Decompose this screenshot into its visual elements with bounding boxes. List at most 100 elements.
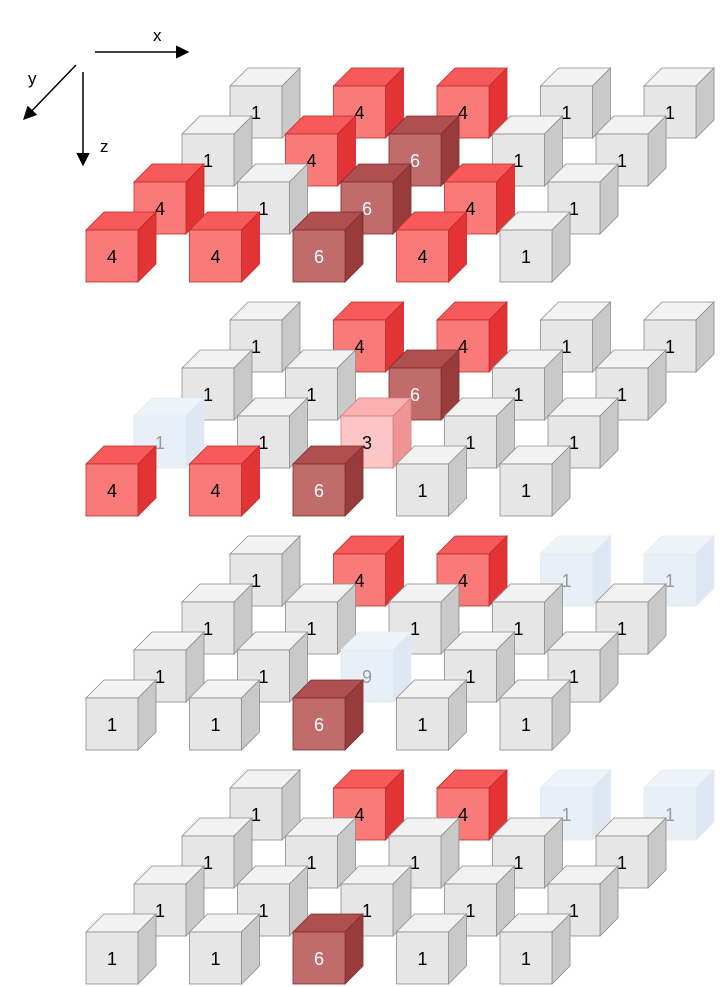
cube-label: 4 [306, 151, 316, 171]
layer-2: 1 4 4 1 11 1 6 1 11 1 3 1 14 4 6 1 1 [85, 301, 715, 517]
cube-label: 3 [362, 433, 372, 453]
cube-label: 1 [521, 481, 531, 501]
cube-label: 1 [665, 805, 675, 825]
y-axis-arrow [23, 64, 77, 120]
cube-red: 4 [133, 163, 205, 235]
cube-label: 1 [203, 619, 213, 639]
cube-front-face [499, 931, 553, 985]
cube-front-face [237, 649, 290, 703]
cube-gray: 1 [491, 115, 564, 187]
cube-label: 1 [203, 853, 213, 873]
cube-label: 1 [521, 247, 531, 267]
cube-label: 1 [251, 805, 261, 825]
cube-red: 4 [436, 769, 508, 841]
cube-front-face [229, 787, 283, 841]
cube-label: 4 [107, 247, 117, 267]
cube-gray: 1 [229, 769, 301, 841]
cube-label: 1 [251, 337, 261, 357]
cube-gray: 1 [236, 397, 309, 469]
layer-4: 1 4 4 1 11 1 1 1 11 1 1 1 11 1 6 1 1 [85, 769, 715, 985]
cube-label: 9 [362, 667, 372, 687]
cube-red: 4 [85, 445, 157, 517]
cube-label: 1 [569, 199, 579, 219]
cube-label: 1 [665, 571, 675, 591]
cube-gray: 1 [229, 301, 301, 373]
cube-layers: 1 4 4 1 11 4 6 1 14 1 6 4 14 4 6 4 11 4 4 1 11 1 6 1 11 1 3 1 14 4 6 1 1… [85, 67, 715, 985]
cube-label: 1 [617, 151, 627, 171]
cube-label: 4 [354, 805, 364, 825]
cube-front-face [499, 463, 553, 517]
cube-label: 1 [617, 619, 627, 639]
cube-gray: 1 [499, 679, 571, 751]
cube-label: 1 [569, 433, 579, 453]
cube-label: 1 [617, 385, 627, 405]
cube-gray: 1 [181, 583, 253, 655]
cube-row: 1 1 1 1 1 [133, 865, 619, 937]
cube-gray: 1 [499, 211, 571, 283]
cube-front-face [396, 463, 449, 517]
cube-label: 1 [561, 337, 571, 357]
cube-dark: 6 [292, 679, 364, 751]
cube-gray: 1 [395, 913, 468, 985]
cube-label: 6 [314, 715, 324, 735]
cube-label: 4 [107, 481, 117, 501]
cube-red: 4 [188, 445, 261, 517]
cube-gray: 1 [229, 535, 301, 607]
cube-label: 1 [258, 199, 268, 219]
cube-label: 4 [458, 571, 468, 591]
cube-label: 1 [665, 337, 675, 357]
cube-gray: 1 [85, 913, 157, 985]
cube-label: 1 [569, 667, 579, 687]
cube-label: 1 [410, 619, 420, 639]
cube-front-face [396, 931, 449, 985]
cube-label: 1 [107, 715, 117, 735]
cube-gray: 1 [595, 349, 667, 421]
cube-label: 1 [362, 901, 372, 921]
cube-label: 1 [251, 103, 261, 123]
cube-label: 1 [258, 667, 268, 687]
cube-gray: 1 [85, 679, 157, 751]
cube-front-face [396, 229, 449, 283]
cube-label: 6 [314, 949, 324, 969]
cube-row: 1 4 6 1 1 [181, 115, 667, 187]
cube-label: 1 [107, 949, 117, 969]
cube-row: 1 1 9 1 1 [133, 631, 619, 703]
cube-label: 4 [210, 481, 220, 501]
cube-front-face [499, 697, 553, 751]
cube-label: 1 [465, 433, 475, 453]
cube-gray: 1 [229, 67, 301, 139]
y-axis-label: y [28, 69, 37, 88]
cube-gray: 1 [188, 913, 261, 985]
layer-3: 1 4 4 1 11 1 1 1 11 1 9 1 11 1 6 1 1 [85, 535, 715, 751]
cube-red: 4 [436, 67, 508, 139]
cube-gray: 1 [395, 445, 468, 517]
cube-label: 4 [458, 103, 468, 123]
cube-label: 6 [314, 481, 324, 501]
cube-red: 4 [395, 211, 468, 283]
z-axis-label: z [100, 137, 109, 156]
cube-label: 1 [251, 571, 261, 591]
cube-label: 1 [521, 949, 531, 969]
cube-label: 1 [521, 715, 531, 735]
cube-label: 1 [306, 853, 316, 873]
cube-label: 1 [155, 901, 165, 921]
cube-front-face [292, 931, 346, 985]
cube-row: 4 4 6 4 1 [85, 211, 571, 283]
cube-label: 4 [210, 247, 220, 267]
cube-gray: 1 [491, 349, 564, 421]
cube-label: 4 [458, 805, 468, 825]
cube-red: 4 [332, 301, 405, 373]
cube-row: 1 1 1 1 1 [181, 817, 667, 889]
cube-front-face [85, 229, 139, 283]
cube-label: 1 [465, 901, 475, 921]
axes-legend: x y z [23, 26, 190, 167]
cube-dark: 6 [292, 211, 364, 283]
cube-front-face [189, 229, 242, 283]
cube-label: 1 [561, 805, 571, 825]
cube-gray: 1 [284, 583, 357, 655]
cube-gray: 1 [181, 817, 253, 889]
cube-label: 1 [410, 853, 420, 873]
cube-label: 1 [417, 949, 427, 969]
